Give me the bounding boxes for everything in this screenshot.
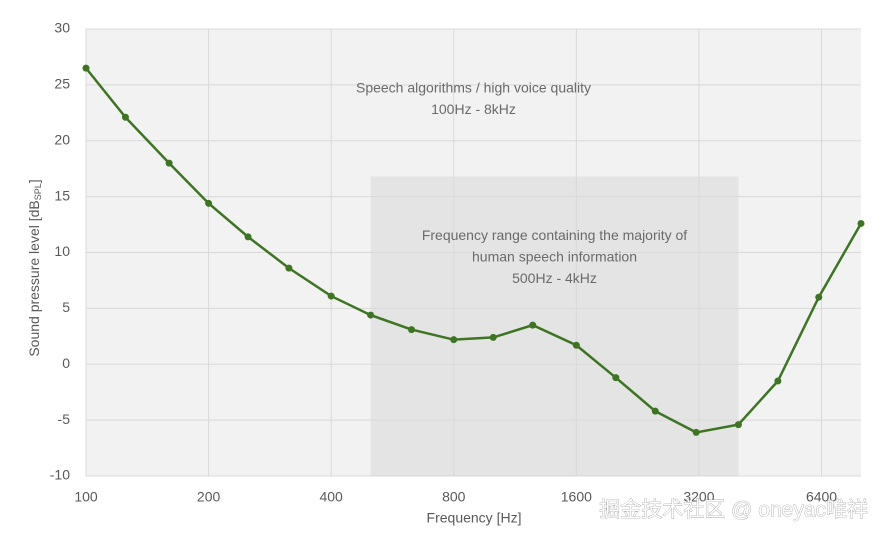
marker [82, 64, 90, 72]
region [370, 176, 739, 476]
y-tick-label: 10 [54, 243, 70, 259]
y-axis-label: Sound pressure level [dBSPL] [26, 179, 44, 356]
marker [651, 407, 659, 415]
x-tick-label: 200 [197, 489, 221, 505]
region-label: 500Hz - 4kHz [512, 270, 597, 286]
x-tick-label: 3200 [683, 489, 714, 505]
marker [692, 428, 700, 436]
x-tick-label: 100 [74, 489, 98, 505]
line [85, 67, 863, 434]
marker [815, 293, 823, 301]
region-label: 100Hz - 8kHz [431, 101, 516, 117]
marker [205, 199, 213, 207]
watermark: 掘金技术社区 @ oneyac唯祥 [599, 499, 868, 522]
x-tick-label: 1600 [561, 489, 592, 505]
y-tick-label: 20 [54, 131, 70, 147]
marker [165, 159, 173, 167]
region-label: Speech algorithms / high voice quality [356, 80, 591, 96]
y-tick-label: 5 [62, 299, 70, 315]
marker [367, 311, 375, 319]
marker [734, 421, 742, 429]
x-axis-label: Frequency [Hz] [427, 510, 522, 526]
region-label: Frequency range containing the majority … [422, 227, 687, 243]
x-tick-label: 400 [319, 489, 343, 505]
marker [857, 219, 865, 227]
marker [285, 264, 293, 272]
marker [529, 321, 537, 329]
marker [327, 292, 335, 300]
y-tick-label: -5 [58, 411, 71, 427]
marker [121, 113, 129, 121]
marker [774, 377, 782, 385]
marker [450, 336, 458, 344]
region-label: human speech information [472, 249, 637, 265]
y-label-sub: SPL [33, 183, 43, 200]
marker [612, 374, 620, 382]
marker [244, 233, 252, 241]
y-tick-label: 30 [54, 20, 70, 36]
x-tick-label: 6400 [806, 489, 837, 505]
marker [489, 333, 497, 341]
marker [572, 341, 580, 349]
x-tick-label: 800 [442, 489, 466, 505]
y-tick-label: 15 [54, 187, 70, 203]
y-tick-label: 0 [62, 355, 70, 371]
y-tick-label: 25 [54, 76, 70, 92]
y-label-end: ] [26, 179, 42, 183]
y-label-text: Sound pressure level [dB [26, 200, 42, 356]
marker [408, 326, 416, 334]
y-tick-label: -10 [50, 467, 70, 483]
